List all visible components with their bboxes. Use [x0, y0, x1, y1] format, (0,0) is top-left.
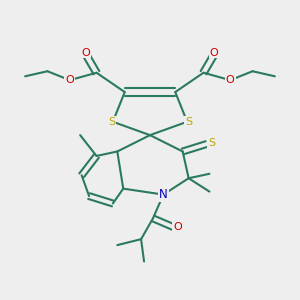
- Text: N: N: [159, 188, 168, 201]
- Text: S: S: [108, 117, 115, 127]
- Text: O: O: [209, 47, 218, 58]
- Text: O: O: [173, 222, 182, 232]
- Text: S: S: [185, 117, 192, 127]
- Text: O: O: [226, 75, 235, 85]
- Text: O: O: [65, 75, 74, 85]
- Text: O: O: [82, 47, 91, 58]
- Text: S: S: [208, 138, 215, 148]
